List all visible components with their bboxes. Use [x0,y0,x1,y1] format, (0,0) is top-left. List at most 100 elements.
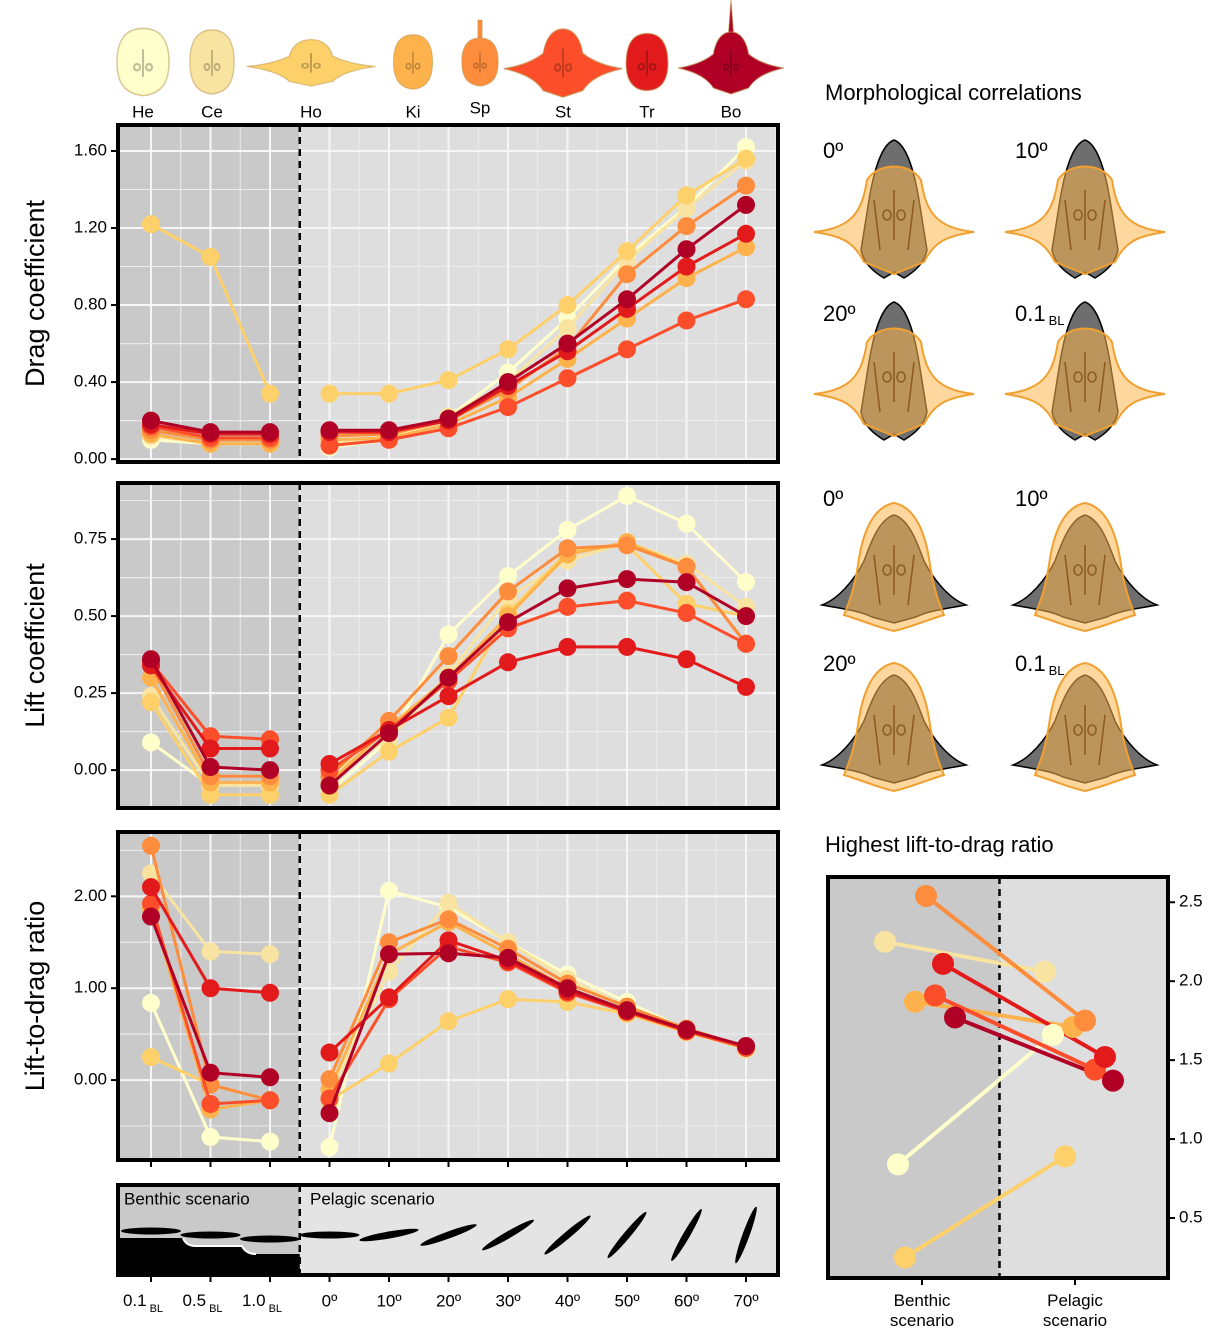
data-point [558,334,577,353]
data-point [737,238,755,257]
y-tick-label: 2.5 [1179,892,1203,911]
data-point [261,1091,279,1110]
data-point [932,952,954,975]
data-point [142,993,160,1012]
x-tick-label: 0º [322,1291,338,1310]
data-point [380,988,398,1007]
morphology-overlay [819,501,969,633]
panel-title: Highest lift-to-drag ratio [825,832,1054,857]
body-silhouette [121,1227,181,1235]
morphology-label: 10º [1015,138,1048,163]
data-point [618,570,636,589]
data-point [201,247,220,266]
taxon-detail [301,53,321,73]
data-point [737,176,755,195]
morphology-label: 0.1 BL [1015,301,1065,329]
data-point [142,836,160,855]
data-point [201,758,220,777]
data-point [558,319,577,338]
y-tick-label: 0.00 [74,760,107,779]
morphology-label: 0.1 BL [1015,651,1065,679]
x-tick-label: 10º [376,1291,401,1310]
morphology-overlay [1004,139,1166,279]
shape-detail [873,352,915,413]
data-point [320,1070,339,1089]
taxon-label: Ki [405,102,420,121]
panel-frame [826,875,1170,1280]
y-tick-label: 0.75 [74,529,107,548]
series-line [942,962,1106,1059]
morphology-label: 20º [823,651,856,676]
y-axis-title: Lift coefficient [20,563,50,728]
data-point [201,942,220,961]
data-point [499,948,517,967]
data-point [439,931,458,950]
data-point [201,739,220,758]
data-point [677,1020,696,1039]
morphology-overlay [1010,501,1160,633]
data-point [439,647,458,666]
data-point [558,637,577,656]
taxon-body [392,34,434,90]
data-point [439,893,458,912]
data-point [677,186,696,205]
taxon-icon [189,29,235,95]
data-point [887,1153,909,1176]
y-axis-title: Lift-to-drag ratio [20,901,50,1092]
data-point [737,1037,755,1056]
y-tick-label: 1.00 [74,978,107,997]
taxon-label: Tr [639,102,655,121]
y-tick-label: 1.5 [1179,1050,1203,1069]
body-silhouette [180,1231,241,1239]
data-point [201,1063,220,1082]
data-point [737,677,755,696]
data-point [737,149,755,168]
morphology-overlay [1004,301,1166,441]
shape-detail [873,705,915,766]
x-tick-label: Benthic scenario [890,1291,954,1330]
data-point [618,536,636,555]
data-point [1102,1069,1124,1092]
data-point [142,907,160,926]
morphology-overlay [813,139,975,279]
morphology-overlay [819,661,969,793]
taxon-detail [133,49,153,77]
morphology-label: 0º [823,138,843,163]
series-line [328,543,748,778]
x-tick-label: 50º [614,1291,639,1310]
series-line [328,951,747,1114]
y-tick-label: 0.25 [74,683,107,702]
series-line [329,203,747,432]
taxon-body [503,28,623,99]
taxon-detail [405,51,421,74]
data-point [439,687,458,706]
y-tick-label: 0.00 [74,1070,107,1089]
data-point [618,591,636,610]
data-point [201,423,220,442]
x-tick-label: 30º [495,1291,520,1310]
panel-frame [116,123,780,464]
series-line [328,540,747,775]
benthic-bg [118,125,300,462]
data-point [439,1012,458,1031]
taxon-icon [392,34,434,90]
taxon-detail [723,50,740,76]
data-point [677,514,696,533]
series-line [329,232,747,434]
body-silhouette [481,1219,535,1251]
taxon-detail [637,50,657,76]
taxon-icon [246,38,376,87]
data-point [320,1138,339,1157]
data-point [677,217,696,236]
data-point [320,776,339,795]
data-point [380,724,398,743]
series-line [328,543,747,796]
data-point [439,409,458,428]
data-point [320,754,339,773]
data-point [320,1104,339,1123]
data-point [320,1043,339,1062]
taxon-label: Ho [300,102,322,121]
data-point [380,1054,398,1073]
taxon-body [625,32,669,92]
data-point [1094,1045,1116,1068]
